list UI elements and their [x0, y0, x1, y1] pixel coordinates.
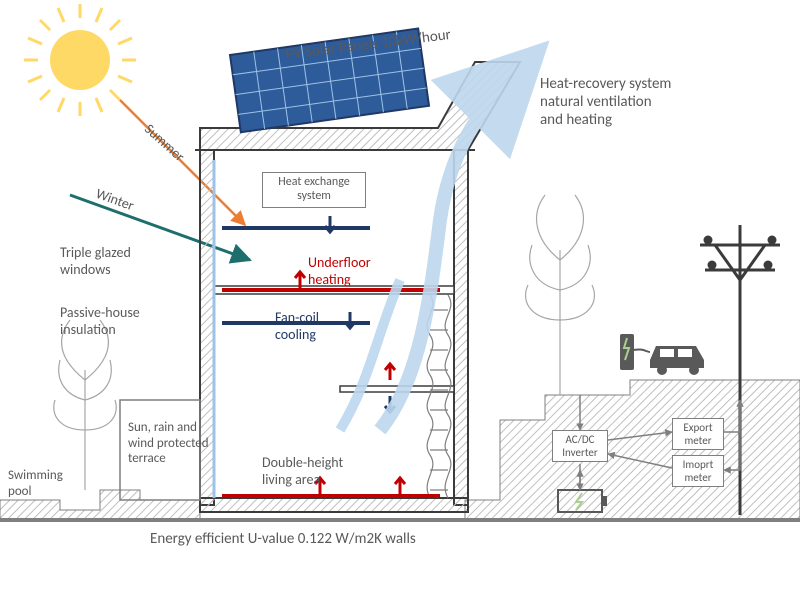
- diagram-canvas: [0, 0, 800, 600]
- car-icon: [650, 346, 704, 375]
- terrace-label: Sun, rain and wind protected terrace: [128, 420, 209, 467]
- ground-right: [465, 380, 800, 520]
- uvalue-label: Energy efficient U-value 0.122 W/m2K wal…: [150, 530, 416, 548]
- export-meter-box: Export meter: [672, 418, 724, 450]
- pool-label: Swimming pool: [8, 468, 63, 499]
- baseline: [0, 518, 800, 522]
- tree-right: [526, 195, 595, 395]
- triple-glazed-label: Triple glazed windows: [60, 245, 131, 279]
- passive-house-label: Passive-house insulation: [60, 305, 140, 339]
- summer-arrow: [120, 100, 245, 225]
- living-label: Double-height living area: [262, 455, 343, 489]
- sun-icon: [24, 4, 136, 116]
- heat-exchange-box: Heat exchange system: [262, 172, 366, 208]
- fancoil-label: Fan-coil cooling: [275, 310, 319, 344]
- import-meter-box: Imoprt meter: [672, 455, 724, 487]
- tree-left: [54, 320, 117, 490]
- underfloor-label: Underfloor heating: [308, 255, 371, 289]
- inverter-box: AC/DC Inverter: [552, 430, 608, 462]
- ev-charger-icon: [620, 334, 650, 370]
- heat-recovery-label: Heat-recovery system natural ventilation…: [540, 75, 671, 129]
